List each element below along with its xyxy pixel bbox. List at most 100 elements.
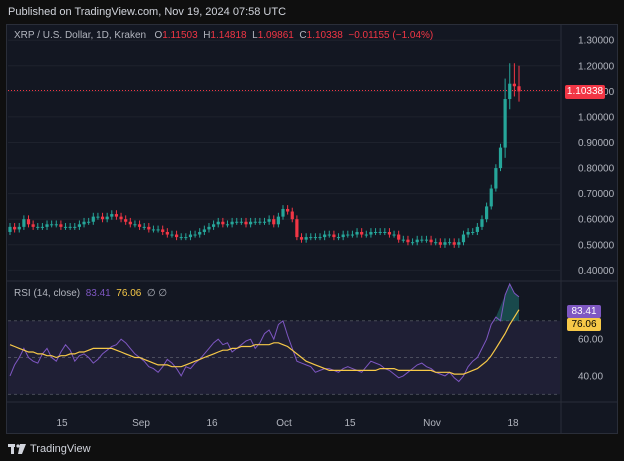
change-value: −0.01155 (−1.04%) — [348, 30, 434, 41]
candle-body — [323, 234, 327, 238]
candle-body — [327, 234, 331, 236]
rsi-tick-label: 60.00 — [578, 335, 603, 346]
candle-body — [174, 234, 179, 238]
candle-body — [124, 219, 128, 222]
candle-body — [17, 226, 21, 230]
candle-body — [272, 219, 276, 225]
symbol-name: XRP / U.S. Dollar, 1D, Kraken — [14, 30, 147, 41]
open-value: 1.11503 — [162, 30, 198, 41]
price-tick-label: 0.50000 — [578, 240, 615, 251]
candle-body — [443, 242, 447, 245]
rsi-legend: RSI (14, close) 83.41 76.06 ∅ ∅ — [14, 288, 167, 299]
rsi-ma-value-tag: 76.06 — [567, 318, 601, 331]
price-tick-label: 0.90000 — [578, 138, 615, 149]
candle-body — [341, 234, 345, 238]
candle-body — [304, 237, 308, 240]
candle-body — [406, 239, 410, 243]
candle-body — [452, 242, 456, 245]
candle-body — [119, 216, 123, 220]
candle-body — [100, 216, 105, 220]
price-tick-label: 0.80000 — [578, 164, 615, 175]
candle-body — [161, 229, 165, 232]
candle-body — [457, 242, 461, 245]
published-text: Published on TradingView.com, Nov 19, 20… — [8, 6, 287, 18]
candle-body — [133, 224, 137, 226]
candle-body — [249, 221, 253, 225]
candle-body — [216, 221, 220, 225]
price-tick-label: 0.60000 — [578, 215, 615, 226]
candle-body — [267, 219, 271, 222]
candle-body — [286, 208, 290, 212]
low-value: 1.09861 — [257, 30, 294, 41]
candle-body — [36, 226, 40, 228]
candle-body — [309, 237, 313, 239]
time-tick-label: 15 — [344, 418, 356, 429]
candle-body — [91, 216, 95, 222]
candle-body — [397, 234, 401, 240]
time-tick-label: Sep — [132, 418, 150, 429]
candle-body — [415, 239, 419, 243]
candle-body — [50, 224, 54, 226]
rsi-value-tag: 83.41 — [567, 305, 601, 318]
open-label: O — [154, 30, 163, 41]
candle-body — [13, 226, 17, 230]
candle-body — [105, 216, 109, 220]
current-price-tag: 1.10338 — [565, 85, 605, 99]
candle-body — [424, 239, 429, 241]
candle-body — [512, 83, 516, 87]
candle-body — [360, 231, 364, 235]
rsi-ma-value: 76.06 — [116, 288, 142, 299]
rsi-value: 83.41 — [85, 288, 111, 299]
chart-frame — [6, 24, 618, 434]
candle-body — [258, 221, 262, 223]
candle-body — [142, 226, 146, 228]
candle-body — [480, 219, 484, 227]
candle-body — [420, 239, 424, 241]
candle-body — [8, 226, 12, 232]
candle-body — [392, 234, 396, 236]
rsi-extra: ∅ ∅ — [146, 288, 168, 299]
candle-body — [184, 237, 188, 239]
candle-body — [221, 221, 225, 225]
time-tick-label: 15 — [56, 418, 68, 429]
time-axis: 15 Sep 16 Oct 15 Nov 18 — [56, 418, 519, 429]
rsi-axis: 60.00 40.00 — [578, 335, 603, 383]
time-tick-label: Oct — [276, 418, 292, 429]
candle-body — [202, 229, 206, 232]
candle-body — [165, 231, 169, 235]
candle-body — [188, 234, 193, 238]
candle-body — [128, 221, 132, 225]
candle-body — [151, 229, 156, 231]
candle-body — [318, 237, 322, 239]
candle-body — [73, 226, 77, 228]
candle-body — [461, 234, 466, 243]
brand-name[interactable]: TradingView — [30, 443, 91, 455]
candle-body — [438, 242, 442, 245]
candle-body — [193, 234, 197, 236]
candle-body — [498, 147, 503, 169]
price-tick-label: 1.30000 — [578, 36, 615, 47]
price-grid — [8, 39, 560, 271]
candle-body — [471, 231, 475, 233]
candle-body — [503, 99, 507, 148]
price-tick-label: 1.20000 — [578, 61, 615, 72]
candle-body — [346, 234, 350, 236]
candle-body — [77, 224, 82, 227]
candle-body — [485, 206, 489, 220]
candle-body — [332, 234, 336, 238]
candle-body — [31, 224, 35, 227]
candle-body — [489, 188, 493, 207]
candle-body — [517, 86, 521, 92]
candle-body — [40, 226, 44, 228]
candle-body — [369, 231, 373, 235]
time-tick-label: 16 — [206, 418, 218, 429]
candle-body — [170, 234, 174, 236]
candle-body — [230, 221, 234, 225]
tradingview-logo-icon[interactable] — [8, 444, 26, 454]
publish-bar: Published on TradingView.com, Nov 19, 20… — [0, 0, 624, 24]
candle-body — [45, 224, 49, 227]
rsi-label: RSI (14, close) — [14, 288, 81, 299]
candle-body — [373, 231, 378, 233]
rsi-tick-label: 40.00 — [578, 371, 603, 382]
